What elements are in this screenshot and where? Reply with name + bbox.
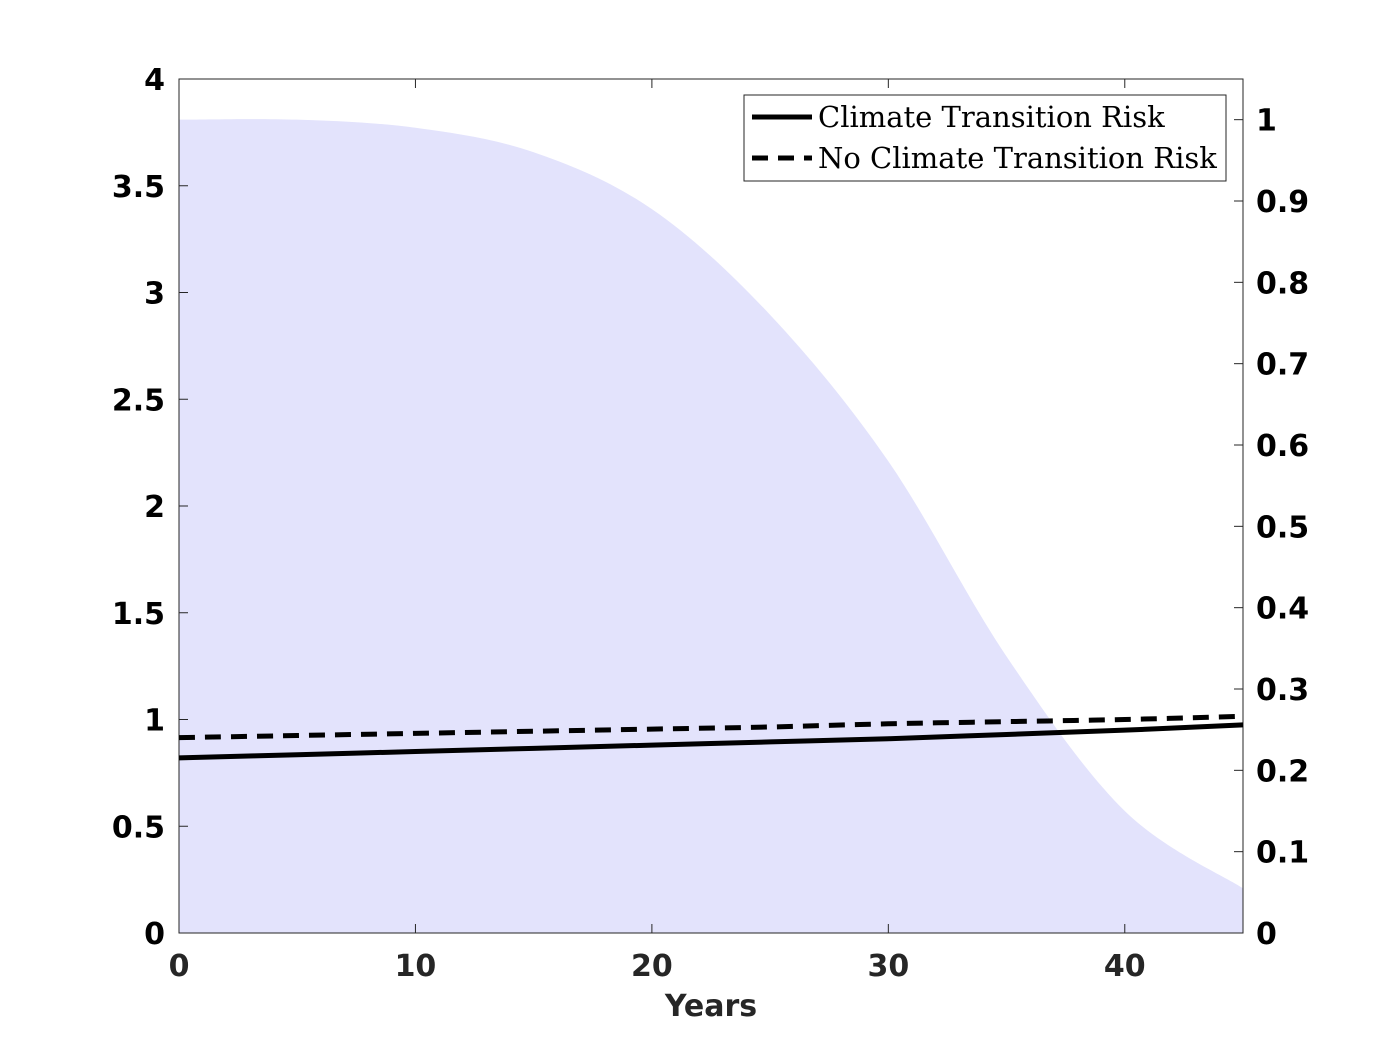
legend-label-climate-transition-risk: Climate Transition Risk (818, 100, 1165, 134)
legend-box (743, 94, 1227, 182)
x-tick-label: 10 (395, 949, 437, 984)
x-tick-label: 30 (867, 949, 909, 984)
y2-tick-label: 0.1 (1256, 836, 1309, 871)
y2-tick-label: 0.7 (1256, 348, 1309, 383)
series-line-no-climate-transition-risk (178, 713, 1244, 741)
y-tick-label: 0 (144, 917, 165, 952)
y-tick-label: 1.5 (112, 597, 165, 632)
y-tick-label: 1 (144, 704, 165, 739)
y-tick-label: 2.5 (112, 383, 165, 418)
legend: Climate Transition Risk No Climate Trans… (743, 94, 1227, 182)
x-axis-label: Years (664, 989, 757, 1024)
y2-tick-label: 0.6 (1256, 429, 1309, 464)
y2-tick-label: 0.5 (1256, 510, 1309, 545)
y2-tick-label: 0.3 (1256, 673, 1309, 708)
x-tick-label: 20 (631, 949, 673, 984)
series-layer (178, 713, 1244, 761)
series-line-climate-transition-risk (178, 722, 1244, 761)
y2-tick-label: 0.4 (1256, 592, 1309, 627)
x-tick-label: 0 (169, 949, 190, 984)
y2-tick-label: 0.8 (1256, 266, 1309, 301)
area-shaded-probability (179, 119, 1243, 933)
y-tick-label: 3 (144, 277, 165, 312)
y-tick-label: 3.5 (112, 170, 165, 205)
legend-label-no-climate-transition-risk: No Climate Transition Risk (818, 141, 1217, 175)
y-tick-label: 2 (144, 490, 165, 525)
y-tick-label: 0.5 (112, 810, 165, 845)
area-layer (179, 119, 1243, 933)
y2-tick-label: 0 (1256, 917, 1277, 952)
y2-tick-label: 1 (1256, 104, 1277, 139)
y2-tick-label: 0.9 (1256, 185, 1309, 220)
x-tick-label: 40 (1104, 949, 1146, 984)
y2-tick-label: 0.2 (1256, 754, 1309, 789)
y-tick-label: 4 (144, 63, 165, 98)
tick-layer: 00.511.522.533.5400.10.20.30.40.50.60.70… (112, 63, 1309, 984)
